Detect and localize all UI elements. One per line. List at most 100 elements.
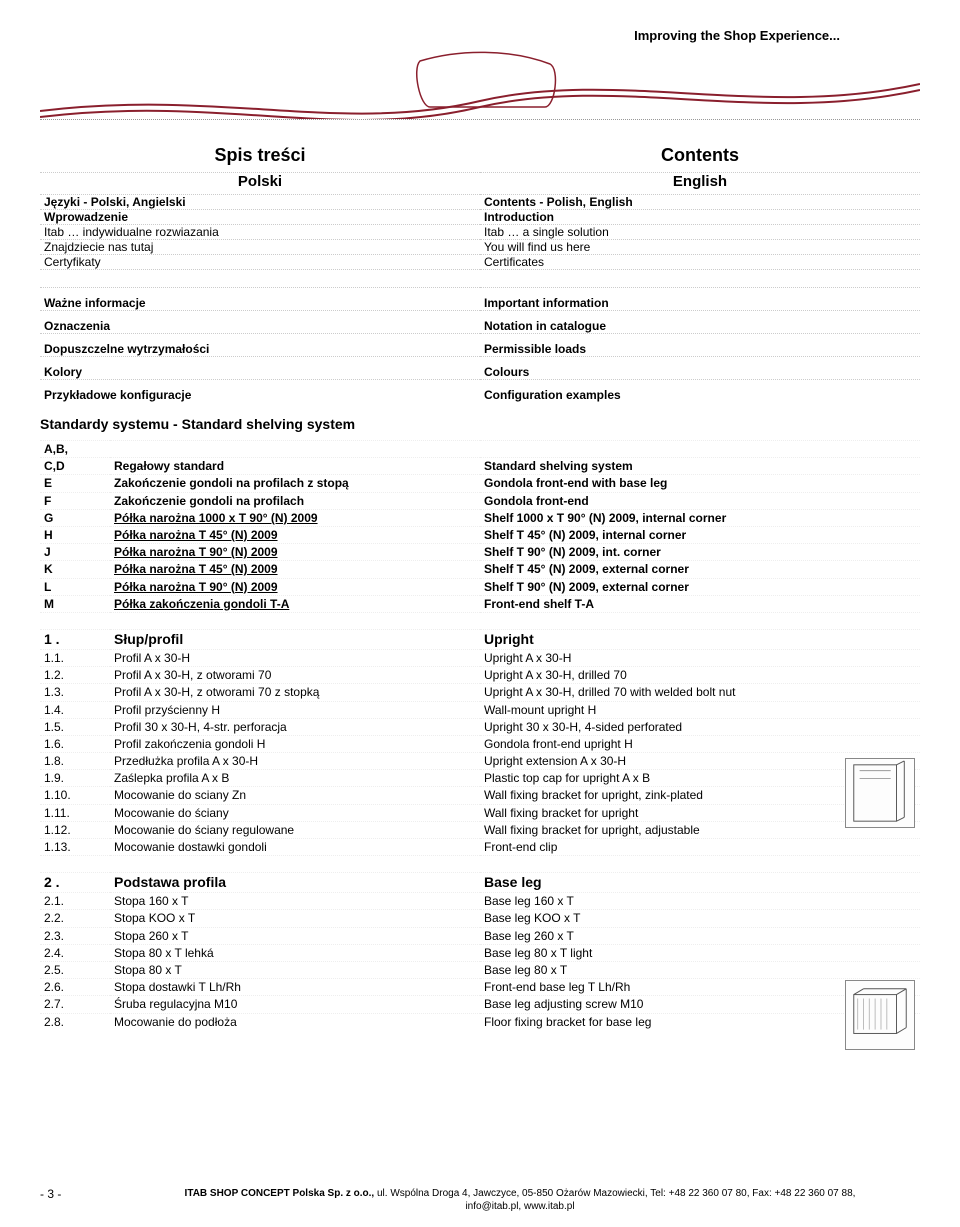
row-code: 1.10. [40, 787, 110, 804]
row-pl: Profil zakończenia gondoli H [110, 735, 480, 752]
row-code: 2.5. [40, 962, 110, 979]
intro-pl: Znajdziecie nas tutaj [40, 240, 480, 255]
lang-en: English [480, 173, 920, 195]
row-en: Base leg 160 x T [480, 893, 920, 910]
row-pl: Mocowanie do ściany regulowane [110, 821, 480, 838]
info-pl: Ważne informacje [40, 288, 480, 311]
info-en: Configuration examples [480, 380, 920, 403]
row-pl: Śruba regulacyjna M10 [110, 996, 480, 1013]
upright-thumbnail [845, 758, 915, 828]
row-code: 2.7. [40, 996, 110, 1013]
item-en: Shelf T 45° (N) 2009, external corner [480, 561, 920, 578]
item-pl: Regałowy standard [110, 458, 480, 475]
item-code: M [40, 595, 110, 612]
row-pl: Przedłużka profila A x 30-H [110, 753, 480, 770]
row-pl: Mocowanie do podłoża [110, 1013, 480, 1030]
row-code: 1.8. [40, 753, 110, 770]
row-en: Base leg 260 x T [480, 927, 920, 944]
item-en: Standard shelving system [480, 458, 920, 475]
row-en: Upright A x 30-H, drilled 70 [480, 667, 920, 684]
row-en: Base leg 80 x T light [480, 944, 920, 961]
page-footer: - 3 - ITAB SHOP CONCEPT Polska Sp. z o.o… [40, 1187, 920, 1213]
info-en: Permissible loads [480, 334, 920, 357]
item-en: Shelf T 90° (N) 2009, external corner [480, 578, 920, 595]
section-title-en: Upright [480, 630, 920, 650]
item-en: Shelf T 90° (N) 2009, int. corner [480, 544, 920, 561]
item-code: H [40, 526, 110, 543]
info-en: Notation in catalogue [480, 311, 920, 334]
title-pl: Spis treści [40, 145, 480, 173]
row-code: 1.9. [40, 770, 110, 787]
item-code: L [40, 578, 110, 595]
row-pl: Stopa dostawki T Lh/Rh [110, 979, 480, 996]
info-pl: Przykładowe konfiguracje [40, 380, 480, 403]
row-pl: Profil A x 30-H [110, 649, 480, 666]
info-en: Important information [480, 288, 920, 311]
row-pl: Stopa KOO x T [110, 910, 480, 927]
row-en: Upright A x 30-H, drilled 70 with welded… [480, 684, 920, 701]
page-header: Improving the Shop Experience... [40, 0, 920, 120]
intro-pl: Języki - Polski, Angielski [40, 195, 480, 210]
row-en: Front-end clip [480, 839, 920, 856]
item-pl [110, 441, 480, 458]
slogan-text: Improving the Shop Experience... [634, 28, 840, 43]
item-pl: Półka narożna T 45° (N) 2009 [110, 561, 480, 578]
info-pl: Dopuszczelne wytrzymałości [40, 334, 480, 357]
row-code: 1.11. [40, 804, 110, 821]
section-title-pl: Podstawa profila [110, 873, 480, 893]
intro-pl: Wprowadzenie [40, 210, 480, 225]
section-code: 1 . [40, 630, 110, 650]
standard-items-table: A,B,C,DRegałowy standardStandard shelvin… [40, 440, 920, 1030]
item-code: K [40, 561, 110, 578]
row-code: 2.2. [40, 910, 110, 927]
intro-en: Introduction [480, 210, 920, 225]
row-pl: Profil A x 30-H, z otworami 70 z stopką [110, 684, 480, 701]
lang-pl: Polski [40, 173, 480, 195]
title-en: Contents [480, 145, 920, 173]
row-code: 1.2. [40, 667, 110, 684]
info-pl: Oznaczenia [40, 311, 480, 334]
row-en: Wall-mount upright H [480, 701, 920, 718]
intro-pl: Itab … indywidualne rozwiazania [40, 225, 480, 240]
row-pl: Profil A x 30-H, z otworami 70 [110, 667, 480, 684]
row-code: 1.5. [40, 718, 110, 735]
contents-table: Spis treści Contents Polski English Języ… [40, 145, 920, 402]
row-pl: Stopa 80 x T lehká [110, 944, 480, 961]
footer-company: ITAB SHOP CONCEPT Polska Sp. z o.o., [185, 1188, 375, 1199]
item-en: Gondola front-end [480, 492, 920, 509]
row-pl: Stopa 160 x T [110, 893, 480, 910]
row-code: 2.3. [40, 927, 110, 944]
row-en: Upright 30 x 30-H, 4-sided perforated [480, 718, 920, 735]
row-code: 1.12. [40, 821, 110, 838]
intro-en: Certificates [480, 255, 920, 270]
row-code: 1.13. [40, 839, 110, 856]
row-en: Upright A x 30-H [480, 649, 920, 666]
item-code: J [40, 544, 110, 561]
item-code: G [40, 509, 110, 526]
item-pl: Półka narożna T 90° (N) 2009 [110, 544, 480, 561]
item-pl: Półka narożna T 90° (N) 2009 [110, 578, 480, 595]
row-code: 1.4. [40, 701, 110, 718]
item-code: F [40, 492, 110, 509]
row-code: 2.8. [40, 1013, 110, 1030]
item-en: Gondola front-end with base leg [480, 475, 920, 492]
row-pl: Mocowanie do sciany Zn [110, 787, 480, 804]
row-pl: Mocowanie dostawki gondoli [110, 839, 480, 856]
item-en: Front-end shelf T-A [480, 595, 920, 612]
item-pl: Półka zakończenia gondoli T-A [110, 595, 480, 612]
row-code: 2.1. [40, 893, 110, 910]
section-code: 2 . [40, 873, 110, 893]
row-code: 2.6. [40, 979, 110, 996]
item-pl: Zakończenie gondoli na profilach z stopą [110, 475, 480, 492]
item-code: A,B, [40, 441, 110, 458]
section-title-en: Base leg [480, 873, 920, 893]
item-pl: Półka narożna T 45° (N) 2009 [110, 526, 480, 543]
row-en: Base leg KOO x T [480, 910, 920, 927]
footer-line1: ul. Wspólna Droga 4, Jawczyce, 05-850 Oż… [377, 1188, 855, 1199]
item-en: Shelf T 45° (N) 2009, internal corner [480, 526, 920, 543]
item-pl: Zakończenie gondoli na profilach [110, 492, 480, 509]
intro-pl: Certyfikaty [40, 255, 480, 270]
row-en: Base leg 80 x T [480, 962, 920, 979]
header-wave-decoration [40, 49, 920, 119]
intro-en: You will find us here [480, 240, 920, 255]
